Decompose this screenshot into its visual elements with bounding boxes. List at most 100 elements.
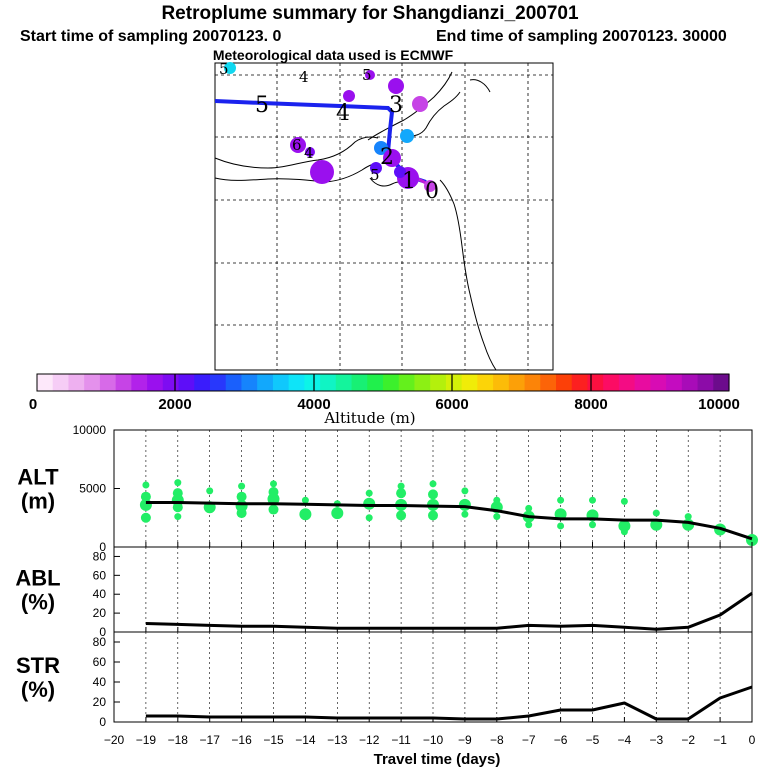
altitude-point [270, 480, 277, 488]
day-label: 2 [380, 145, 394, 170]
colorbar-cell [194, 374, 211, 391]
day-label: 5 [255, 93, 269, 118]
altitude-point [331, 507, 344, 520]
colorbar-cell [241, 374, 258, 391]
x-tick-label: −19 [136, 733, 157, 747]
colorbar-cell [713, 374, 730, 391]
colorbar-tick: 2000 [158, 396, 191, 413]
colorbar-cell [257, 374, 274, 391]
altitude-point [684, 513, 692, 521]
cluster-marker [370, 162, 382, 174]
colorbar-cell [618, 374, 636, 391]
day-label: 5 [362, 66, 372, 84]
colorbar-cell [162, 374, 180, 391]
x-tick-label: 0 [749, 733, 756, 747]
colorbar-cell [335, 374, 353, 391]
colorbar-cell [288, 374, 305, 391]
day-label: 4 [304, 144, 314, 162]
x-axis-title: Travel time (days) [374, 751, 501, 768]
day-label: 6 [292, 136, 302, 154]
trajectory-map: 5 4 3 2 1 0 4 5 6 4 5 5 [214, 60, 554, 371]
day-label: 5 [219, 60, 229, 78]
colorbar-frame [36, 373, 730, 392]
y-tick-label: 60 [93, 655, 107, 669]
colorbar-cells [37, 374, 730, 391]
panel-label: STR [16, 653, 60, 678]
colorbar-cell [493, 374, 510, 391]
colorbar-cell [351, 374, 368, 391]
colorbar-cell [697, 374, 714, 391]
colorbar-cell [37, 374, 54, 391]
altitude-point [174, 513, 182, 521]
day-label: 4 [336, 101, 350, 126]
altitude-point [174, 479, 182, 487]
cluster-marker [412, 96, 428, 112]
cluster-markers [224, 62, 436, 192]
end-time-label: End time of sampling 20070123. 30000 [436, 28, 727, 45]
day-label: 1 [402, 169, 416, 194]
altitude-point [365, 489, 373, 497]
x-tick-label: −10 [423, 733, 444, 747]
cluster-marker [310, 160, 334, 184]
colorbar-cell [383, 374, 400, 391]
y-tick-label: 80 [93, 635, 107, 649]
y-tick-label: 5000 [79, 482, 106, 496]
x-tick-label: −5 [586, 733, 600, 747]
colorbar-label: Altitude (m) [323, 409, 415, 427]
panel-label: ABL [15, 566, 60, 591]
panel-str: 0 20 40 60 80 STR(%) [16, 631, 753, 729]
altitude-point [618, 519, 631, 532]
altitude-point [589, 496, 596, 504]
x-tick-label: −14 [295, 733, 316, 747]
altitude-point [525, 521, 533, 529]
altitude-point [236, 508, 247, 519]
altitude-point [461, 510, 469, 518]
x-tick-label: −16 [231, 733, 252, 747]
alt-series-line [145, 501, 753, 541]
colorbar-cell [320, 374, 337, 391]
colorbar-cell [461, 374, 478, 391]
cluster-marker [388, 78, 404, 94]
altitude-point [238, 482, 246, 490]
colorbar-cell [556, 374, 573, 391]
met-data-label: Meteorological data used is ECMWF [213, 47, 454, 63]
start-time-label: Start time of sampling 20070123. 0 [20, 28, 282, 45]
colorbar-cell [540, 374, 557, 391]
colorbar-cell [99, 374, 117, 391]
colorbar-cell [445, 374, 463, 391]
colorbar-tick: 0 [29, 396, 37, 413]
colorbar-cell [272, 374, 290, 391]
x-tick-label: −17 [200, 733, 221, 747]
altitude-point [589, 521, 596, 529]
altitude-point [139, 498, 152, 511]
y-tick-label: 20 [93, 606, 107, 620]
y-tick-label: 20 [93, 695, 107, 709]
altitude-point [557, 496, 565, 504]
colorbar-cell [650, 374, 667, 391]
panel-unit: (%) [21, 590, 55, 615]
colorbar-cell [524, 374, 541, 391]
cluster-marker [290, 137, 306, 153]
map-gridlines [215, 63, 553, 370]
panel-label: ALT [17, 465, 59, 490]
altitude-point [363, 497, 376, 510]
colorbar-cell [367, 374, 384, 391]
colorbar-cell [477, 374, 494, 391]
y-tick-label: 0 [99, 540, 106, 554]
colorbar-cell [225, 374, 243, 391]
altitude-point [397, 482, 405, 490]
altitude-point [461, 487, 469, 495]
altitude-point [206, 487, 214, 495]
x-tick-label: −7 [522, 733, 536, 747]
y-tick-label: 40 [93, 675, 107, 689]
day-labels: 5 4 3 2 1 0 4 5 6 4 5 5 [219, 60, 439, 204]
colorbar-tick: 4000 [297, 396, 330, 413]
cluster-marker [343, 90, 355, 102]
colorbar-cell [414, 374, 431, 391]
colorbar-cell [587, 374, 604, 391]
colorbar-tick: 6000 [435, 396, 468, 413]
day-label: 5 [370, 166, 380, 184]
colorbar-cell [603, 374, 620, 391]
altitude-point [429, 480, 437, 488]
colorbar-cell [178, 374, 195, 391]
